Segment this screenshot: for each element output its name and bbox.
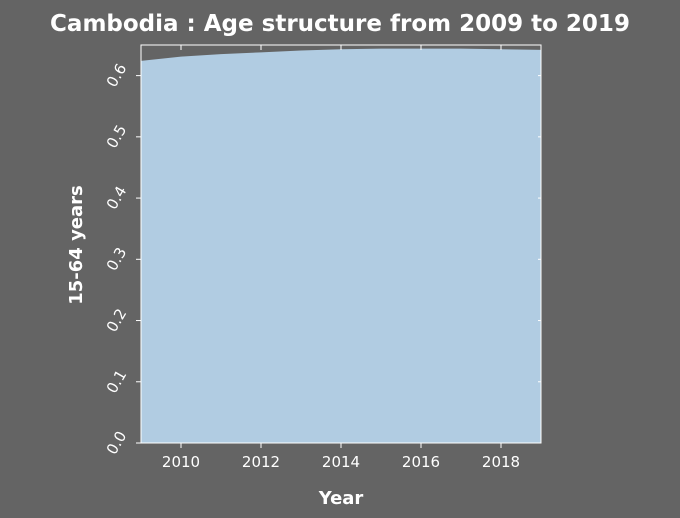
y-tick-label: 0.0	[103, 428, 131, 458]
y-axis-label: 15-64 years	[66, 185, 87, 305]
area-series-0	[141, 48, 541, 443]
y-tick-label: 0.4	[103, 183, 131, 213]
x-tick-label: 2016	[402, 453, 440, 471]
x-tick-label: 2018	[482, 453, 520, 471]
plot-area	[140, 44, 542, 444]
chart-title: Cambodia : Age structure from 2009 to 20…	[50, 11, 630, 37]
y-tick-label: 0.2	[103, 305, 131, 335]
y-tick-label: 0.5	[103, 122, 131, 152]
y-tick-label: 0.3	[103, 244, 131, 274]
x-tick-label: 2012	[242, 453, 280, 471]
x-axis-label: Year	[318, 488, 364, 509]
x-tick-label: 2014	[322, 453, 360, 471]
y-tick-label: 0.6	[103, 61, 131, 91]
x-axis: 2010 2012 2014 2016 2018	[162, 45, 520, 471]
y-tick-label: 0.1	[103, 367, 131, 397]
x-tick-label: 2010	[162, 453, 200, 471]
